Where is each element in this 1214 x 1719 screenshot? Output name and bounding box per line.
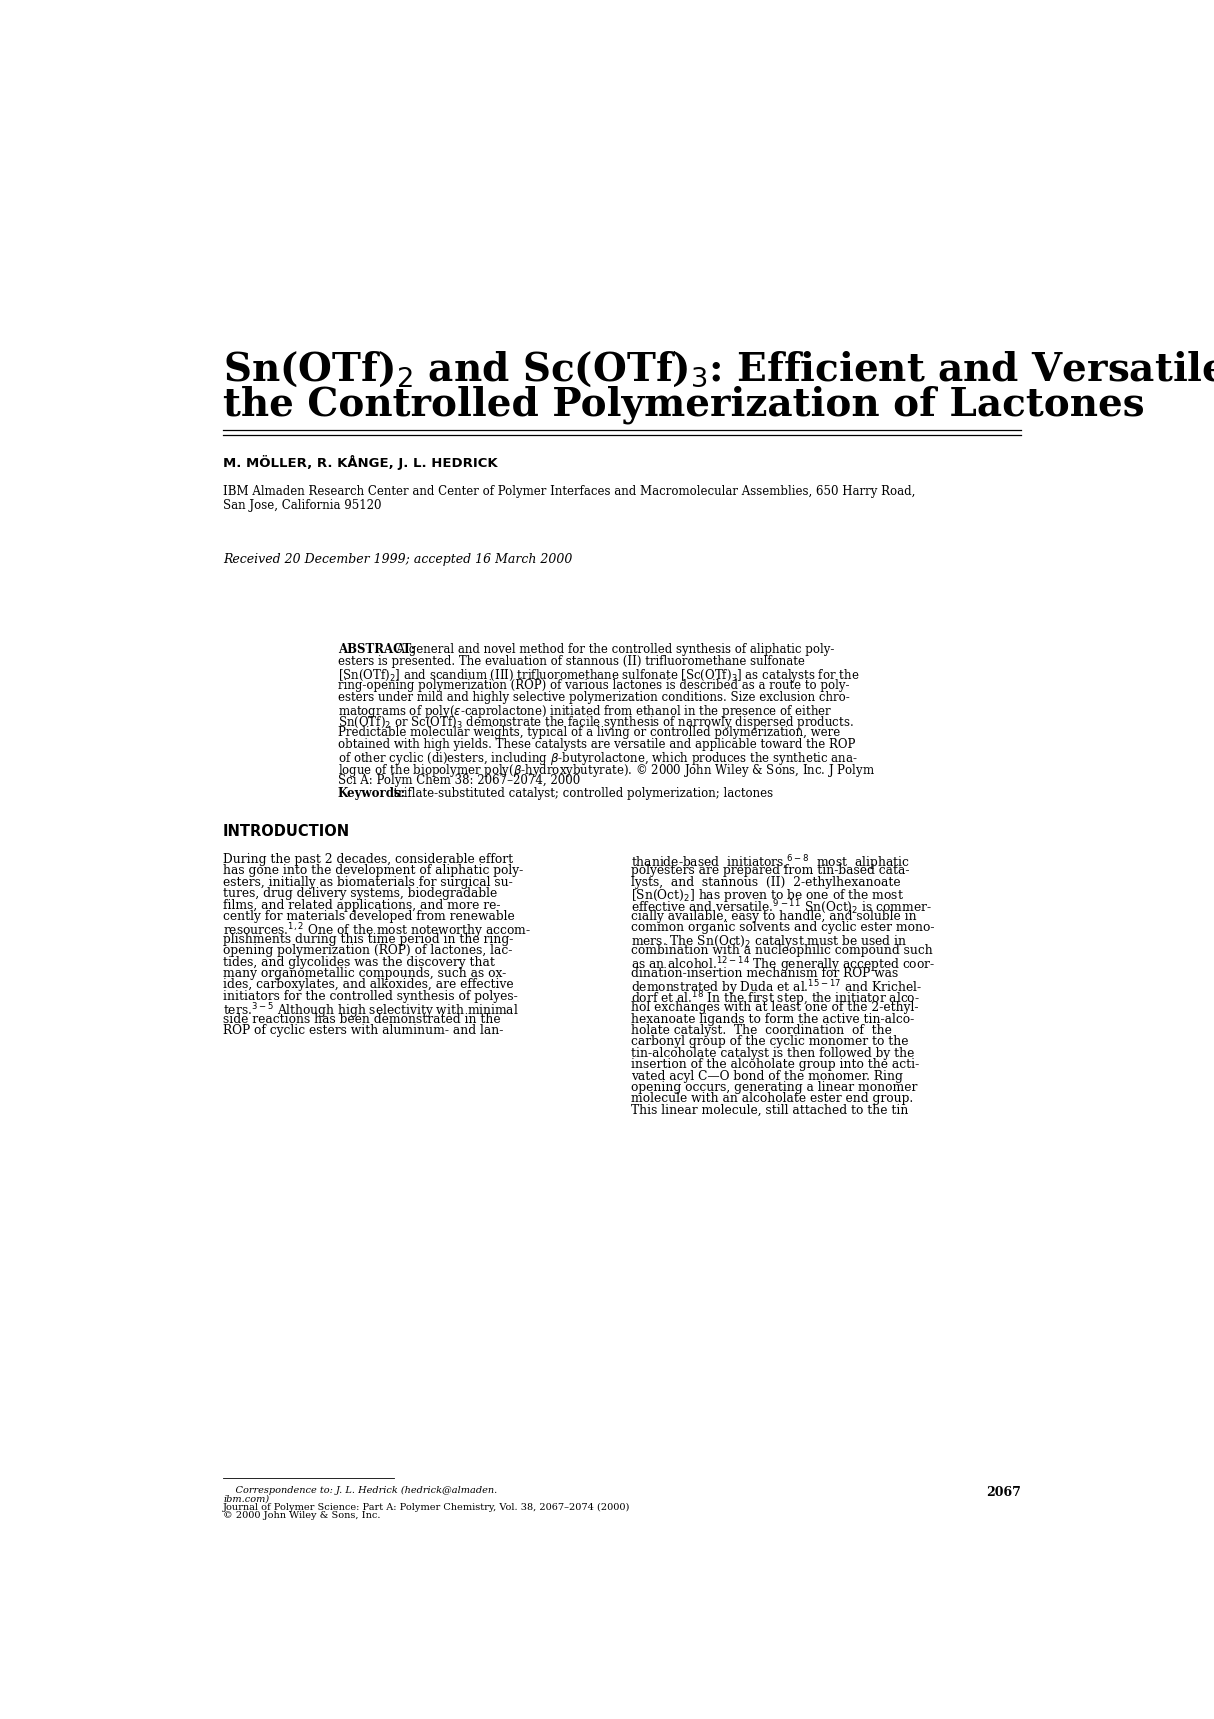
- Text: INTRODUCTION: INTRODUCTION: [223, 823, 350, 839]
- Text: San Jose, California 95120: San Jose, California 95120: [223, 499, 381, 512]
- Text: ides, carboxylates, and alkoxides, are effective: ides, carboxylates, and alkoxides, are e…: [223, 978, 514, 992]
- Text: resources.$^{1,2}$ One of the most noteworthy accom-: resources.$^{1,2}$ One of the most notew…: [223, 921, 531, 940]
- Text: ters.$^{3-5}$ Although high selectivity with minimal: ters.$^{3-5}$ Although high selectivity …: [223, 1000, 518, 1021]
- Text: matograms of poly($\varepsilon$-caprolactone) initiated from ethanol in the pres: matograms of poly($\varepsilon$-caprolac…: [337, 703, 832, 720]
- Text: tures, drug delivery systems, biodegradable: tures, drug delivery systems, biodegrada…: [223, 887, 498, 901]
- Text: common organic solvents and cyclic ester mono-: common organic solvents and cyclic ester…: [631, 921, 935, 935]
- Text: Sn(OTf)$_2$ and Sc(OTf)$_3$: Efficient and Versatile Catalysts for: Sn(OTf)$_2$ and Sc(OTf)$_3$: Efficient a…: [223, 349, 1214, 390]
- Text: © 2000 John Wiley & Sons, Inc.: © 2000 John Wiley & Sons, Inc.: [223, 1511, 380, 1520]
- Text: lysts,  and  stannous  (II)  2-ethylhexanoate: lysts, and stannous (II) 2-ethylhexanoat…: [631, 877, 901, 889]
- Text: combination with a nucleophilic compound such: combination with a nucleophilic compound…: [631, 944, 932, 957]
- Text: opening occurs, generating a linear monomer: opening occurs, generating a linear mono…: [631, 1081, 917, 1093]
- Text: [Sn(Oct)$_2$] has proven to be one of the most: [Sn(Oct)$_2$] has proven to be one of th…: [631, 887, 903, 904]
- Text: carbonyl group of the cyclic monomer to the: carbonyl group of the cyclic monomer to …: [631, 1035, 908, 1049]
- Text: the Controlled Polymerization of Lactones: the Controlled Polymerization of Lactone…: [223, 385, 1145, 425]
- Text: triflate-substituted catalyst; controlled polymerization; lactones: triflate-substituted catalyst; controlle…: [386, 787, 773, 799]
- Text: M. MÖLLER, R. KÅNGE, J. L. HEDRICK: M. MÖLLER, R. KÅNGE, J. L. HEDRICK: [223, 456, 498, 469]
- Text: esters, initially as biomaterials for surgical su-: esters, initially as biomaterials for su…: [223, 877, 512, 889]
- Text: tin-alcoholate catalyst is then followed by the: tin-alcoholate catalyst is then followed…: [631, 1047, 914, 1061]
- Text: [Sn(OTf)$_2$] and scandium (III) trifluoromethane sulfonate [Sc(OTf)$_3$] as cat: [Sn(OTf)$_2$] and scandium (III) trifluo…: [337, 667, 860, 684]
- Text: hol exchanges with at least one of the 2-ethyl-: hol exchanges with at least one of the 2…: [631, 1000, 918, 1014]
- Text: ABSTRACT:: ABSTRACT:: [337, 643, 415, 657]
- Text: ring-opening polymerization (ROP) of various lactones is described as a route to: ring-opening polymerization (ROP) of var…: [337, 679, 850, 691]
- Text: Sn(OTf)$_2$ or Sc(OTf)$_3$ demonstrate the facile synthesis of narrowly disperse: Sn(OTf)$_2$ or Sc(OTf)$_3$ demonstrate t…: [337, 715, 853, 732]
- Text: initiators for the controlled synthesis of polyes-: initiators for the controlled synthesis …: [223, 990, 518, 1002]
- Text: insertion of the alcoholate group into the acti-: insertion of the alcoholate group into t…: [631, 1059, 919, 1071]
- Text: films, and related applications, and more re-: films, and related applications, and mor…: [223, 899, 500, 911]
- Text: Journal of Polymer Science: Part A: Polymer Chemistry, Vol. 38, 2067–2074 (2000): Journal of Polymer Science: Part A: Poly…: [223, 1502, 630, 1513]
- Text: holate catalyst.  The  coordination  of  the: holate catalyst. The coordination of the: [631, 1025, 891, 1037]
- Text: logue of the biopolymer poly($\beta$-hydroxybutyrate). © 2000 John Wiley & Sons,: logue of the biopolymer poly($\beta$-hyd…: [337, 762, 875, 779]
- Text: A general and novel method for the controlled synthesis of aliphatic poly-: A general and novel method for the contr…: [388, 643, 834, 657]
- Text: effective and versatile.$^{9-11}$ Sn(Oct)$_2$ is commer-: effective and versatile.$^{9-11}$ Sn(Oct…: [631, 899, 931, 916]
- Text: esters under mild and highly selective polymerization conditions. Size exclusion: esters under mild and highly selective p…: [337, 691, 850, 703]
- Text: Correspondence to: J. L. Hedrick (hedrick@almaden.: Correspondence to: J. L. Hedrick (hedric…: [223, 1485, 498, 1496]
- Text: vated acyl C—O bond of the monomer. Ring: vated acyl C—O bond of the monomer. Ring: [631, 1069, 902, 1083]
- Text: plishments during this time period in the ring-: plishments during this time period in th…: [223, 933, 514, 945]
- Text: has gone into the development of aliphatic poly-: has gone into the development of aliphat…: [223, 865, 523, 877]
- Text: polyesters are prepared from tin-based cata-: polyesters are prepared from tin-based c…: [631, 865, 909, 877]
- Text: cently for materials developed from renewable: cently for materials developed from rene…: [223, 909, 515, 923]
- Text: During the past 2 decades, considerable effort: During the past 2 decades, considerable …: [223, 853, 514, 866]
- Text: demonstrated by Duda et al.$^{15-17}$ and Krichel-: demonstrated by Duda et al.$^{15-17}$ an…: [631, 978, 921, 999]
- Text: side reactions has been demonstrated in the: side reactions has been demonstrated in …: [223, 1012, 500, 1026]
- Text: tides, and glycolides was the discovery that: tides, and glycolides was the discovery …: [223, 956, 495, 968]
- Text: This linear molecule, still attached to the tin: This linear molecule, still attached to …: [631, 1104, 908, 1117]
- Text: of other cyclic (di)esters, including $\beta$-butyrolactone, which produces the : of other cyclic (di)esters, including $\…: [337, 749, 858, 767]
- Text: cially available, easy to handle, and soluble in: cially available, easy to handle, and so…: [631, 909, 917, 923]
- Text: molecule with an alcoholate ester end group.: molecule with an alcoholate ester end gr…: [631, 1092, 913, 1105]
- Text: Keywords:: Keywords:: [337, 787, 405, 799]
- Text: ibm.com): ibm.com): [223, 1494, 270, 1504]
- Text: as an alcohol.$^{12-14}$ The generally accepted coor-: as an alcohol.$^{12-14}$ The generally a…: [631, 956, 935, 975]
- Text: thanide-based  initiators,$^{6-8}$  most  aliphatic: thanide-based initiators,$^{6-8}$ most a…: [631, 853, 909, 873]
- Text: IBM Almaden Research Center and Center of Polymer Interfaces and Macromolecular : IBM Almaden Research Center and Center o…: [223, 485, 915, 499]
- Text: Predictable molecular weights, typical of a living or controlled polymerization,: Predictable molecular weights, typical o…: [337, 727, 840, 739]
- Text: ROP of cyclic esters with aluminum- and lan-: ROP of cyclic esters with aluminum- and …: [223, 1025, 504, 1037]
- Text: Received 20 December 1999; accepted 16 March 2000: Received 20 December 1999; accepted 16 M…: [223, 554, 573, 566]
- Text: obtained with high yields. These catalysts are versatile and applicable toward t: obtained with high yields. These catalys…: [337, 739, 855, 751]
- Text: opening polymerization (ROP) of lactones, lac-: opening polymerization (ROP) of lactones…: [223, 944, 512, 957]
- Text: dorf et al.$^{18}$ In the first step, the initiator alco-: dorf et al.$^{18}$ In the first step, th…: [631, 990, 920, 1009]
- Text: esters is presented. The evaluation of stannous (II) trifluoromethane sulfonate: esters is presented. The evaluation of s…: [337, 655, 805, 667]
- Text: many organometallic compounds, such as ox-: many organometallic compounds, such as o…: [223, 968, 506, 980]
- Text: Sci A: Polym Chem 38: 2067–2074, 2000: Sci A: Polym Chem 38: 2067–2074, 2000: [337, 774, 580, 787]
- Text: hexanoate ligands to form the active tin-alco-: hexanoate ligands to form the active tin…: [631, 1012, 914, 1026]
- Text: mers. The Sn(Oct)$_2$ catalyst must be used in: mers. The Sn(Oct)$_2$ catalyst must be u…: [631, 933, 907, 951]
- Text: 2067: 2067: [987, 1485, 1021, 1499]
- Text: dination-insertion mechanism for ROP was: dination-insertion mechanism for ROP was: [631, 968, 898, 980]
